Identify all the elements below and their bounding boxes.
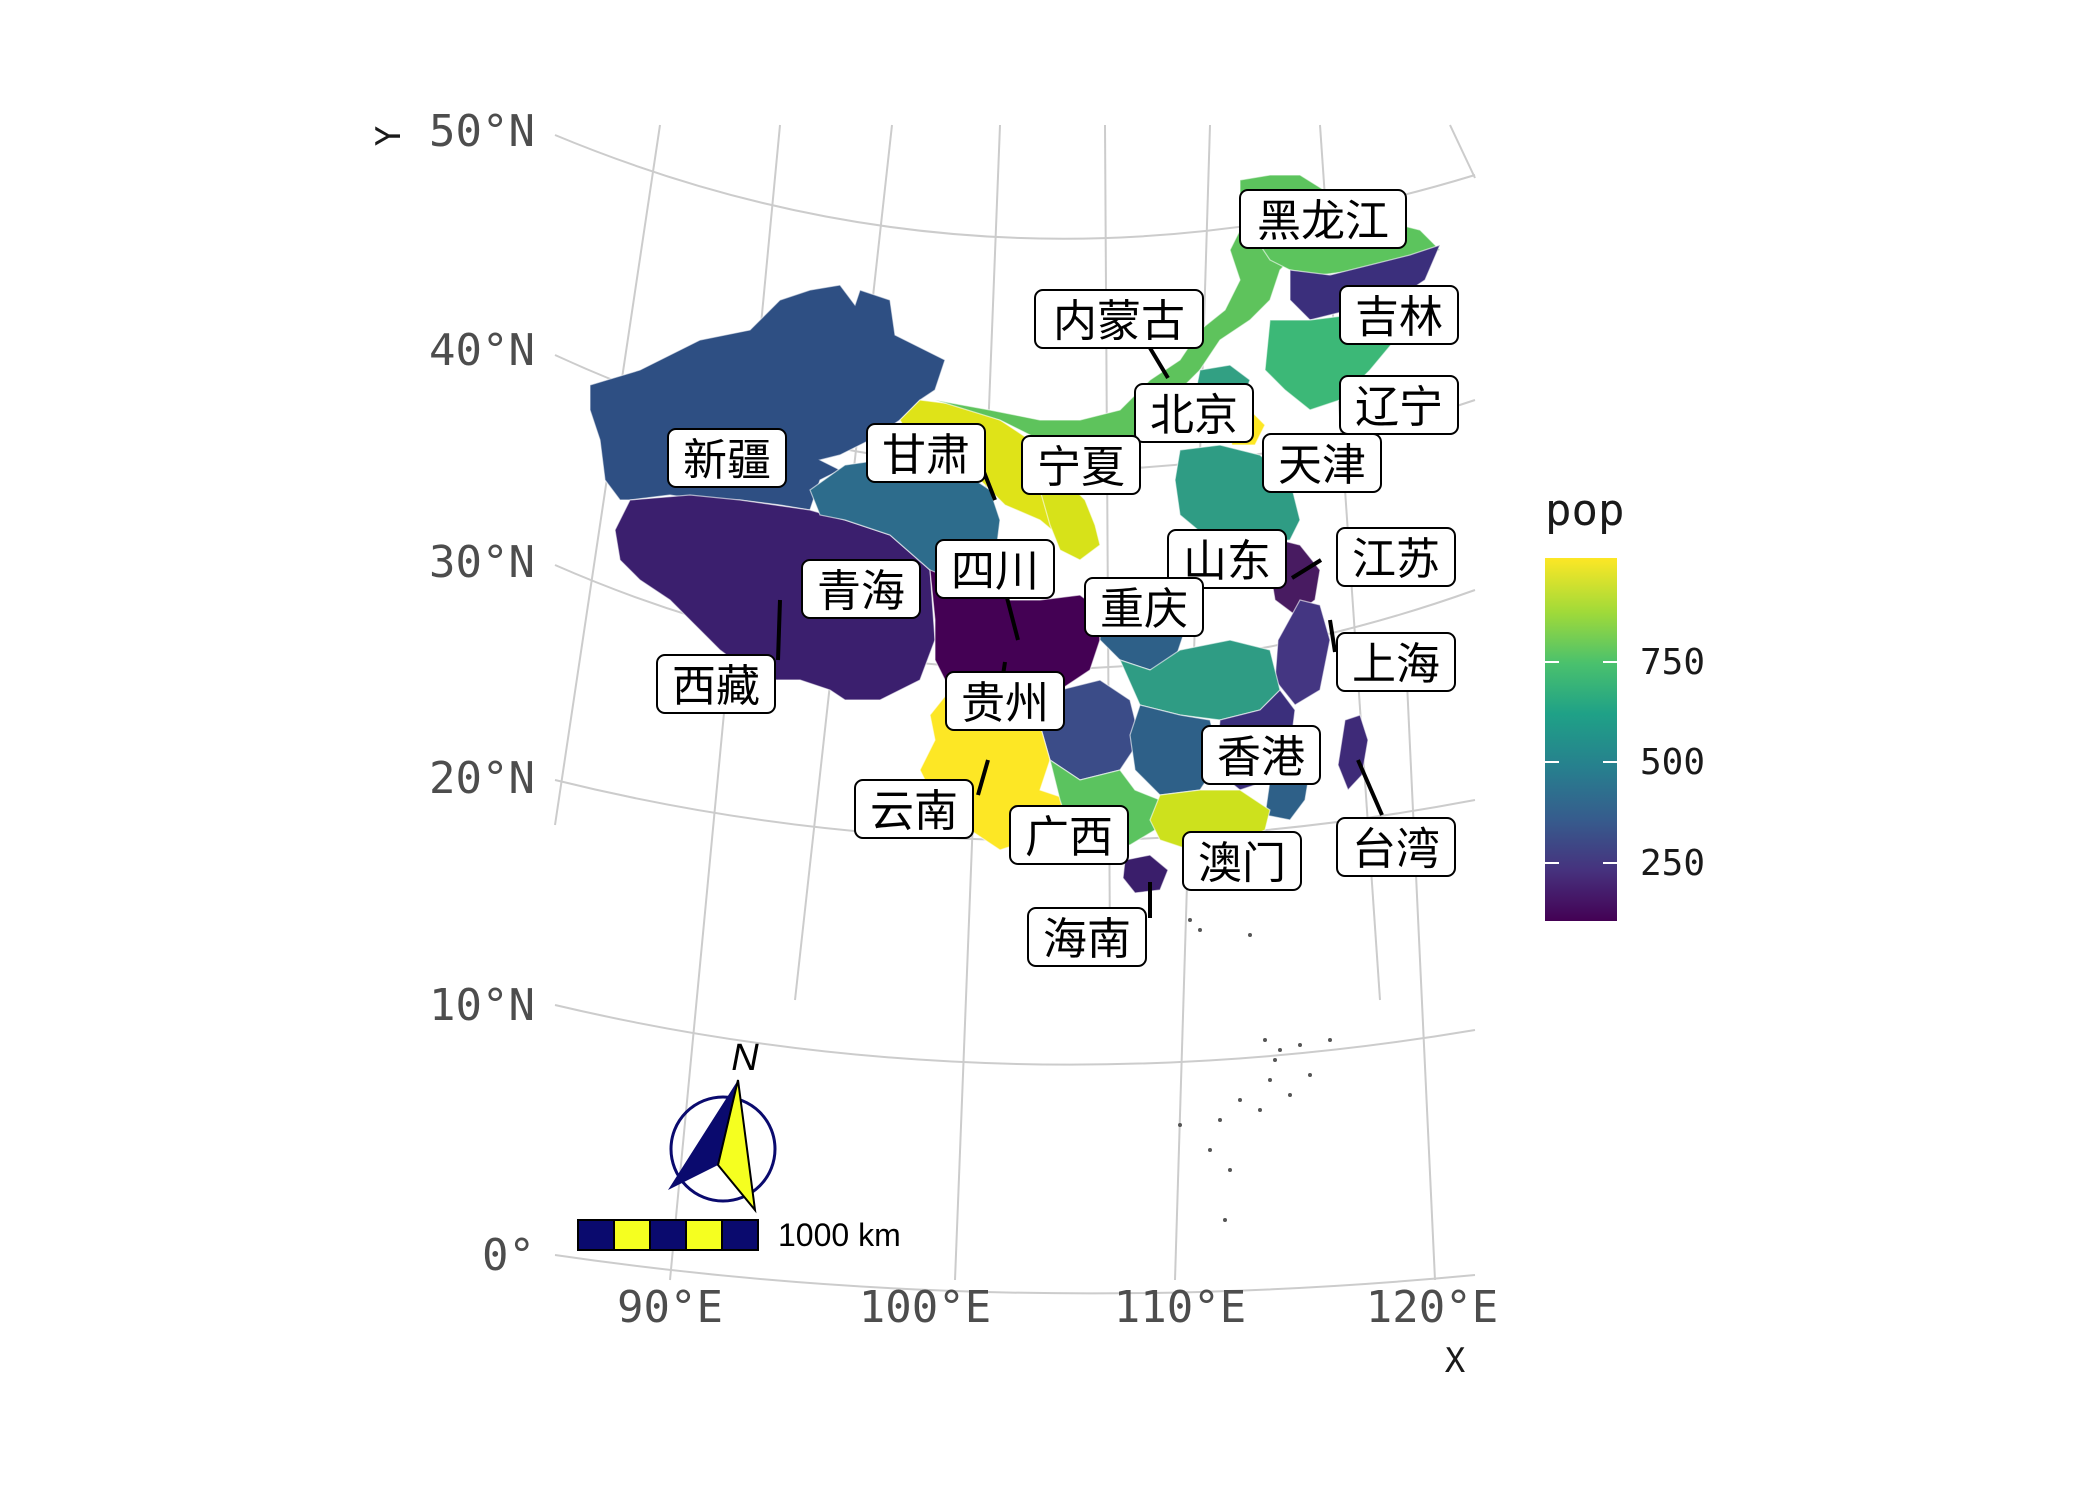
label-xinjiang: 新疆 [667,428,787,488]
label-beijing: 北京 [1134,383,1254,443]
lat-label-30n: 30°N [429,537,535,588]
label-aomen: 澳门 [1182,831,1302,891]
lon-label-120e: 120°E [1366,1282,1498,1333]
label-yunnan: 云南 [854,779,974,839]
lat-label-40n: 40°N [429,325,535,376]
y-axis-title: Y [369,126,409,146]
region-hainan[interactable] [1122,854,1169,894]
svg-text:天津: 天津 [1278,440,1366,491]
lon-label-110e: 110°E [1114,1282,1246,1333]
lon-label-90e: 90°E [617,1282,723,1333]
meridian-120e-lower [1404,639,1436,1281]
legend-colorbar [1545,558,1617,921]
lat-label-0: 0° [482,1230,535,1281]
svg-text:甘肃: 甘肃 [882,430,970,481]
lat-label-10n: 10°N [429,980,535,1031]
svg-text:宁夏: 宁夏 [1037,442,1125,493]
north-arrow-label: N [731,1037,759,1079]
svg-text:云南: 云南 [870,786,958,837]
region-shanghai[interactable] [1274,599,1331,706]
x-axis-title: X [1445,1341,1466,1381]
svg-text:澳门: 澳门 [1198,838,1286,889]
svg-text:香港: 香港 [1217,732,1305,783]
svg-text:江苏: 江苏 [1352,534,1440,585]
svg-text:北京: 北京 [1150,390,1238,441]
svg-text:青海: 青海 [817,566,905,617]
region-taiwan[interactable] [1337,714,1369,792]
label-tianjin: 天津 [1262,433,1382,493]
legend-tick-250: 250 [1640,843,1705,884]
province-labels: 黑龙江 吉林 内蒙古 辽宁 北京 天津 宁夏 甘肃 [656,189,1459,967]
svg-text:新疆: 新疆 [683,435,771,486]
label-gansu: 甘肃 [866,423,986,483]
svg-text:黑龙江: 黑龙江 [1257,196,1389,247]
legend: pop 750 500 250 [1545,485,1705,921]
leader-lines [776,346,1384,918]
label-liaoning: 辽宁 [1339,375,1459,435]
label-guizhou: 贵州 [945,671,1065,731]
north-arrow-left-half [668,1080,738,1190]
label-guangxi: 广西 [1009,805,1129,865]
south-china-sea-islands [1178,918,1332,1222]
label-neimenggu: 内蒙古 [1034,289,1204,349]
legend-tick-750: 750 [1640,642,1705,683]
label-xianggang: 香港 [1201,725,1321,785]
svg-text:上海: 上海 [1352,639,1440,690]
label-sichuan: 四川 [935,539,1055,599]
label-ningxia: 宁夏 [1021,435,1141,495]
parallel-10n [554,1004,1476,1066]
north-arrow-circle [669,1095,777,1203]
svg-text:四川: 四川 [951,546,1039,597]
svg-text:海南: 海南 [1043,914,1131,965]
label-chongqing: 重庆 [1084,577,1204,637]
legend-tick-500: 500 [1640,742,1705,783]
label-hainan: 海南 [1027,907,1147,967]
svg-text:内蒙古: 内蒙古 [1053,296,1185,347]
svg-text:贵州: 贵州 [961,678,1049,729]
legend-title: pop [1545,485,1624,536]
svg-text:广西: 广西 [1025,812,1113,863]
meridian-120e [1449,124,1476,179]
label-shanghai: 上海 [1336,632,1456,692]
label-taiwan: 台湾 [1336,817,1456,877]
label-xizang: 西藏 [656,654,776,714]
region-jilin[interactable] [1289,244,1442,321]
lon-label-100e: 100°E [859,1282,991,1333]
scale-bar-label: 1000 km [778,1217,901,1253]
label-jilin: 吉林 [1339,285,1459,345]
svg-text:辽宁: 辽宁 [1355,382,1443,433]
svg-text:西藏: 西藏 [672,661,760,712]
svg-text:重庆: 重庆 [1100,584,1188,635]
label-heilongjiang: 黑龙江 [1239,189,1407,249]
north-arrow: N [668,1037,777,1214]
lat-label-50n: 50°N [429,106,535,157]
label-jiangsu: 江苏 [1336,527,1456,587]
svg-text:台湾: 台湾 [1352,824,1440,875]
lat-label-20n: 20°N [429,753,535,804]
legend-tick-marks [1545,661,1617,864]
svg-text:吉林: 吉林 [1355,292,1443,343]
label-qinghai: 青海 [801,559,921,619]
scale-bar: 1000 km [577,1217,901,1253]
parallel-0 [554,1254,1476,1295]
north-arrow-right-half [716,1079,757,1214]
